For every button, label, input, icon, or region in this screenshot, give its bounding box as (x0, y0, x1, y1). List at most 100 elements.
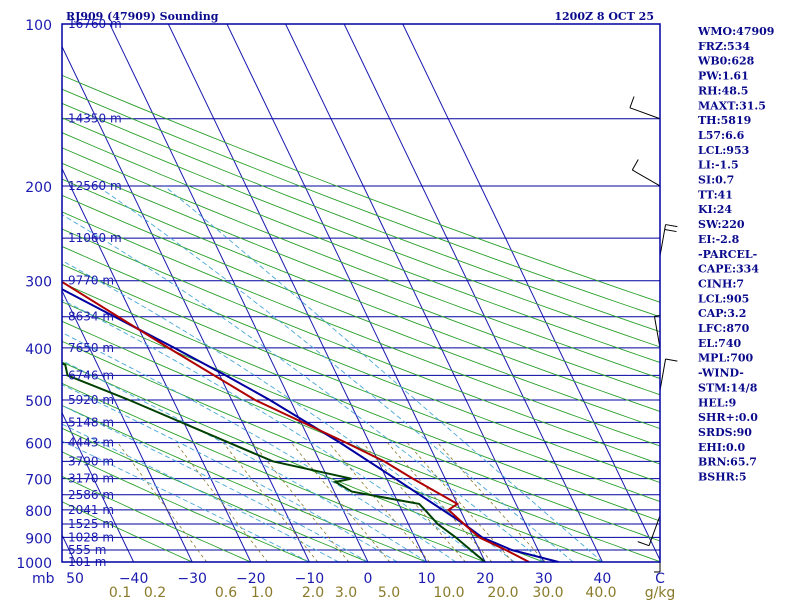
dry-adiabat-line (62, 282, 660, 522)
mixing-ratio-tick-label: 5.0 (378, 585, 400, 600)
mixing-ratio-line (406, 442, 514, 562)
mixing-ratio-line (387, 442, 493, 562)
plot-frame (61, 23, 661, 563)
mixing-ratio-tick-label: g/kg (645, 585, 676, 600)
temperature-tick-label: 40 (593, 571, 611, 587)
moist-adiabat-line (62, 214, 545, 562)
height-tick-label: 3790 m (68, 454, 114, 468)
wind-barb-flag (629, 96, 635, 108)
mixing-ratio-tick-label: 0.1 (109, 585, 131, 600)
dry-adiabat-line (62, 132, 660, 364)
index-value: LI:-1.5 (698, 159, 739, 172)
dry-adiabat-line (62, 228, 660, 465)
index-value: SW:220 (698, 218, 745, 231)
wind-barb-staff (629, 107, 661, 120)
temperature-tick-label: 20 (476, 571, 494, 587)
dry-adiabat-line (62, 88, 660, 318)
wind-barb-flag (664, 228, 677, 233)
grid-lines (62, 24, 660, 562)
index-value: TH:5819 (698, 114, 751, 127)
pressure-unit-label: mb (32, 571, 55, 587)
mixing-ratio-tick-label: 10.0 (433, 585, 464, 600)
temperature-tick-label: 50 (66, 571, 84, 587)
height-tick-label: 2041 m (68, 503, 114, 517)
dry-adiabat-line (62, 194, 660, 430)
wind-barb-staff (632, 169, 661, 187)
wind-barb-flag (665, 358, 678, 362)
index-value: BRN:65.7 (698, 456, 757, 469)
pressure-tick-label: 700 (25, 473, 52, 489)
moist-adiabat-line (97, 185, 574, 562)
height-tick-label: 14350 m (68, 112, 122, 126)
moist-adiabat-line (62, 260, 515, 562)
mixing-ratio-tick-label: 3.0 (335, 585, 357, 600)
dry-adiabat-line (62, 263, 660, 502)
moist-adiabat-line (62, 360, 427, 562)
profile-lines (62, 280, 559, 562)
wind-barb (629, 96, 661, 120)
pressure-tick-label: 900 (25, 531, 52, 547)
height-tick-label: 11060 m (68, 231, 122, 245)
mixing-ratio-tick-label: 0.2 (144, 585, 166, 600)
isotherm-line (343, 24, 603, 562)
index-value: WMO:47909 (697, 25, 774, 38)
height-tick-label: 9770 m (68, 274, 114, 288)
mixing-ratio-tick-label: 20.0 (487, 585, 518, 600)
isotherm-line (62, 167, 252, 562)
pressure-tick-label: 1000 (16, 556, 52, 572)
moist-adiabat-line (62, 440, 310, 562)
mixing-ratio-line (437, 442, 546, 562)
wind-barb-staff (648, 515, 661, 546)
index-value: LFC:870 (698, 322, 750, 335)
temperature-tick-label: −20 (236, 571, 266, 587)
pressure-tick-label: 300 (25, 275, 52, 291)
wind-barb (659, 224, 678, 257)
index-value: BSHR:5 (698, 471, 747, 484)
wind-barb (637, 515, 661, 547)
mixing-ratio-line (222, 442, 319, 562)
isotherm-line (167, 24, 428, 562)
index-value: EHI:0.0 (698, 441, 745, 454)
pressure-tick-label: 100 (25, 18, 52, 34)
index-value: LCL:953 (698, 144, 749, 157)
dry-adiabat-line (62, 451, 310, 562)
valid-time: 1200Z 8 OCT 25 (554, 10, 654, 23)
height-tick-label: 4443 m (68, 436, 114, 450)
index-value: SI:0.7 (698, 174, 734, 187)
height-tick-label: 8634 m (68, 310, 114, 324)
dry-adiabat-line (62, 320, 660, 562)
dry-adiabat-line (62, 382, 486, 562)
index-value: SRDS:90 (698, 426, 752, 439)
dry-adiabat-line (62, 245, 660, 484)
temperature-tick-label: 10 (418, 571, 436, 587)
temperature-tick-label: 0 (364, 571, 373, 587)
wind-barb-staff (659, 358, 667, 391)
dry-adiabat-line (62, 178, 660, 412)
mixing-ratio-line (290, 442, 391, 562)
station-title: RJ909 (47909) Sounding (66, 10, 219, 23)
wind-barb-flag (631, 159, 639, 171)
index-value: L57:6.6 (698, 129, 745, 142)
mixing-ratio-line (175, 442, 268, 562)
mixing-ratio-tick-label: 30.0 (532, 585, 563, 600)
index-value: RH:48.5 (698, 84, 748, 97)
height-tick-label: 5148 m (68, 415, 114, 429)
mixing-ratio-line (252, 442, 350, 562)
index-value: WB0:628 (697, 55, 755, 68)
height-tick-label: 7650 m (68, 341, 114, 355)
pressure-tick-label: 500 (25, 394, 52, 410)
wind-barb-flag (665, 224, 678, 228)
height-tick-label: 3170 m (68, 472, 114, 486)
dry-adiabat-line (62, 147, 660, 379)
height-tick-label: 6746 m (68, 368, 114, 382)
isotherm-line (62, 411, 135, 562)
mixing-ratio-tick-label: 2.0 (302, 585, 324, 600)
isotherm-line (62, 45, 310, 562)
dry-adiabat-line (62, 117, 660, 348)
parcel-trace-line (62, 288, 559, 562)
index-value: KI:24 (698, 203, 732, 216)
dewpoint-line (62, 362, 486, 562)
pressure-tick-label: 400 (25, 342, 52, 358)
